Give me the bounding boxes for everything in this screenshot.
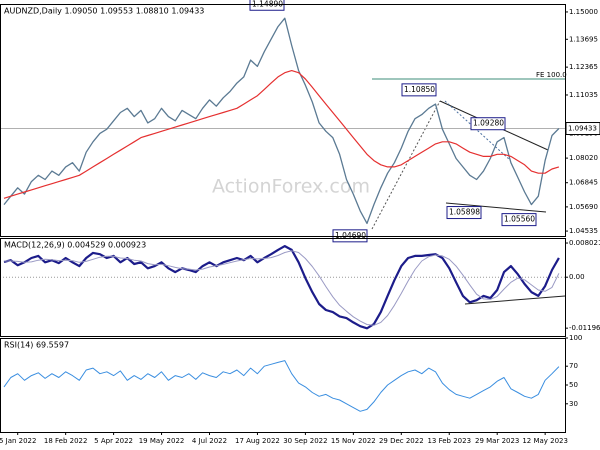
y-tick-label: 1.13695 (569, 35, 598, 43)
y-tick-label: 1.05690 (569, 203, 598, 211)
series-line (3, 70, 560, 199)
current-price-label: 1.09433 (568, 125, 597, 133)
price-annotation: 1.05560 (504, 215, 535, 224)
price-annotation-box (470, 117, 506, 131)
plot-layer: 1.148901.108501.092801.058981.055601.046… (0, 0, 565, 412)
trend-line (445, 202, 547, 213)
x-tick-label: 13 Feb 2023 (427, 437, 471, 445)
x-tick-label: 5 Jan 2022 (0, 437, 36, 445)
y-tick-label: 1.15000 (569, 8, 598, 16)
price-annotation-box (501, 213, 537, 227)
y-tick-label: 70 (569, 362, 578, 370)
price-annotation: 1.04690 (335, 231, 366, 240)
panel-title: AUDNZD,Daily 1.09050 1.09553 1.08810 1.0… (4, 7, 204, 16)
trend-line (371, 100, 441, 230)
price-annotation: 1.10850 (404, 85, 435, 94)
y-tick-label: 30 (569, 400, 578, 408)
y-tick-label: 1.06845 (569, 179, 598, 187)
price-annotation: 1.05898 (449, 208, 480, 217)
y-tick-label: 50 (569, 381, 578, 389)
y-tick-label: 1.12365 (569, 63, 598, 71)
y-tick-label: 100 (569, 334, 582, 342)
series-line (3, 245, 560, 330)
y-tick-label: 0.00 (569, 273, 585, 281)
x-tick-label: 19 May 2022 (139, 437, 185, 445)
trend-line (464, 295, 566, 305)
fe-label: FE 100.0 (536, 71, 567, 79)
panel-title: RSI(14) 69.5597 (4, 341, 69, 350)
y-tick-label: 1.04535 (569, 227, 598, 235)
series-line (4, 250, 560, 326)
x-tick-label: 4 Jul 2022 (192, 437, 227, 445)
y-tick-label: 0.008021 (569, 239, 600, 247)
y-tick-label: 1.08020 (569, 154, 598, 162)
series-line (3, 17, 560, 225)
price-annotation-box (446, 206, 482, 220)
x-tick-label: 15 Nov 2022 (331, 437, 376, 445)
x-tick-label: 29 Dec 2022 (379, 437, 424, 445)
x-tick-label: 5 Apr 2022 (94, 437, 133, 445)
y-tick-label: 1.11035 (569, 91, 598, 99)
current-price-box (565, 122, 600, 136)
x-tick-label: 30 Sep 2022 (283, 437, 327, 445)
x-tick-label: 29 Mar 2023 (475, 437, 519, 445)
x-tick-label: 12 May 2023 (522, 437, 568, 445)
watermark: ActionForex.com (212, 176, 370, 198)
series-line (3, 360, 560, 412)
price-annotation: 1.09280 (473, 119, 504, 128)
panel-title: MACD(12,26,9) 0.004529 0.000923 (4, 241, 146, 250)
x-tick-label: 17 Aug 2022 (235, 437, 280, 445)
x-tick-label: 18 Feb 2022 (44, 437, 88, 445)
panel-border (0, 238, 566, 337)
trend-line (444, 100, 511, 161)
price-annotation-box (401, 83, 437, 97)
panel-border (0, 4, 566, 237)
y-tick-label: -0.011962 (569, 324, 600, 332)
